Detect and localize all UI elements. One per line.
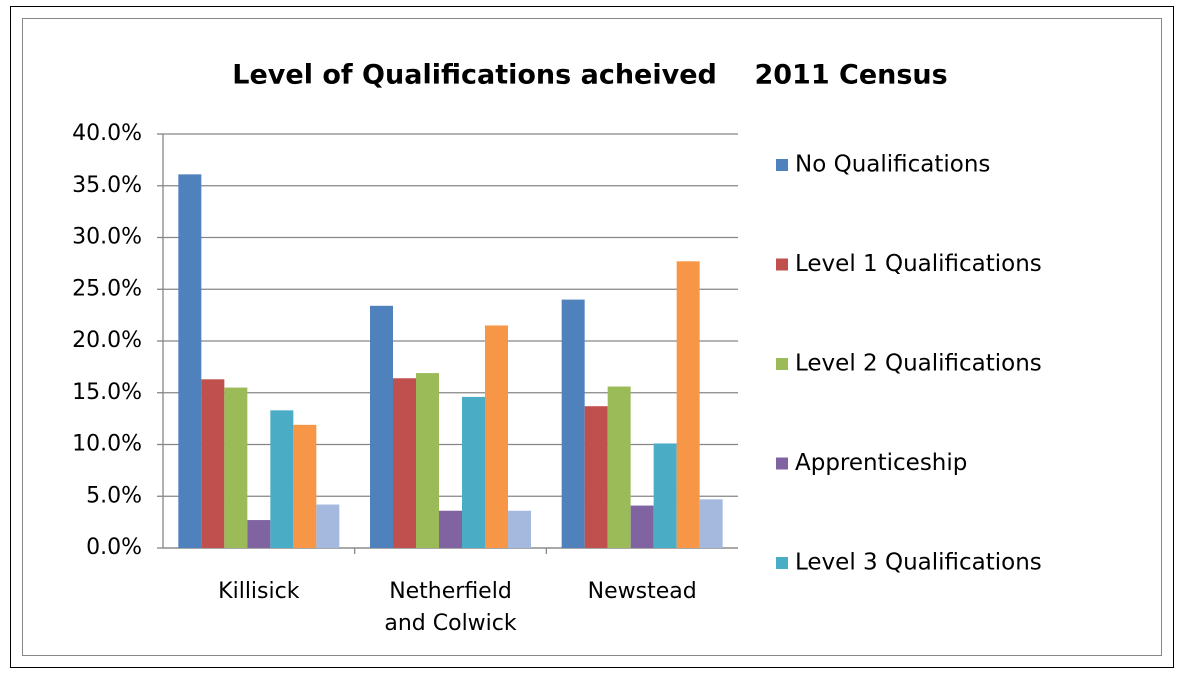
bar <box>247 520 271 548</box>
legend-label: Level 1 Qualifications <box>795 251 1042 277</box>
legend-swatch <box>776 358 788 370</box>
bar <box>630 505 654 548</box>
y-tick-label: 5.0% <box>86 483 142 508</box>
y-tick-label: 10.0% <box>72 432 142 457</box>
bar <box>653 443 677 548</box>
bar <box>201 379 225 548</box>
legend-swatch <box>776 557 788 569</box>
y-tick-label: 30.0% <box>72 225 142 250</box>
y-tick-label: 15.0% <box>72 380 142 405</box>
y-tick-label: 0.0% <box>86 535 142 560</box>
legend-swatch <box>776 258 788 271</box>
bar <box>393 378 416 548</box>
legend-label: Apprenticeship <box>795 450 967 476</box>
outer-frame <box>10 6 1174 668</box>
bar <box>439 510 462 548</box>
legend-swatch <box>776 159 788 171</box>
y-tick-label: 40.0% <box>72 121 142 146</box>
bar <box>508 510 531 548</box>
chart-title: Level of Qualifications acheived 2011 Ce… <box>232 60 947 91</box>
x-tick-label: Killisick <box>218 579 300 604</box>
bar <box>699 499 723 548</box>
legend-label: Level 3 Qualifications <box>795 550 1042 576</box>
chart-frame <box>22 18 1162 656</box>
legend-label: Level 2 Qualifications <box>795 351 1042 377</box>
bar <box>270 410 294 548</box>
bar <box>224 387 248 548</box>
legend-label: No Qualifications <box>795 152 990 178</box>
bar <box>316 504 340 548</box>
bar <box>293 424 317 548</box>
bar <box>607 386 631 548</box>
bar <box>584 406 608 548</box>
bar <box>676 261 700 548</box>
y-tick-label: 20.0% <box>72 328 142 353</box>
bar <box>370 305 393 548</box>
y-tick-label: 25.0% <box>72 276 142 301</box>
bar <box>561 299 585 548</box>
y-tick-label: 35.0% <box>72 173 142 198</box>
bar <box>416 373 439 548</box>
bar <box>178 174 202 549</box>
legend-swatch <box>776 457 788 470</box>
x-tick-label: Netherfield and Colwick <box>384 579 517 636</box>
bar <box>485 325 508 548</box>
x-tick-label: Newstead <box>587 579 697 604</box>
bar <box>462 396 485 548</box>
